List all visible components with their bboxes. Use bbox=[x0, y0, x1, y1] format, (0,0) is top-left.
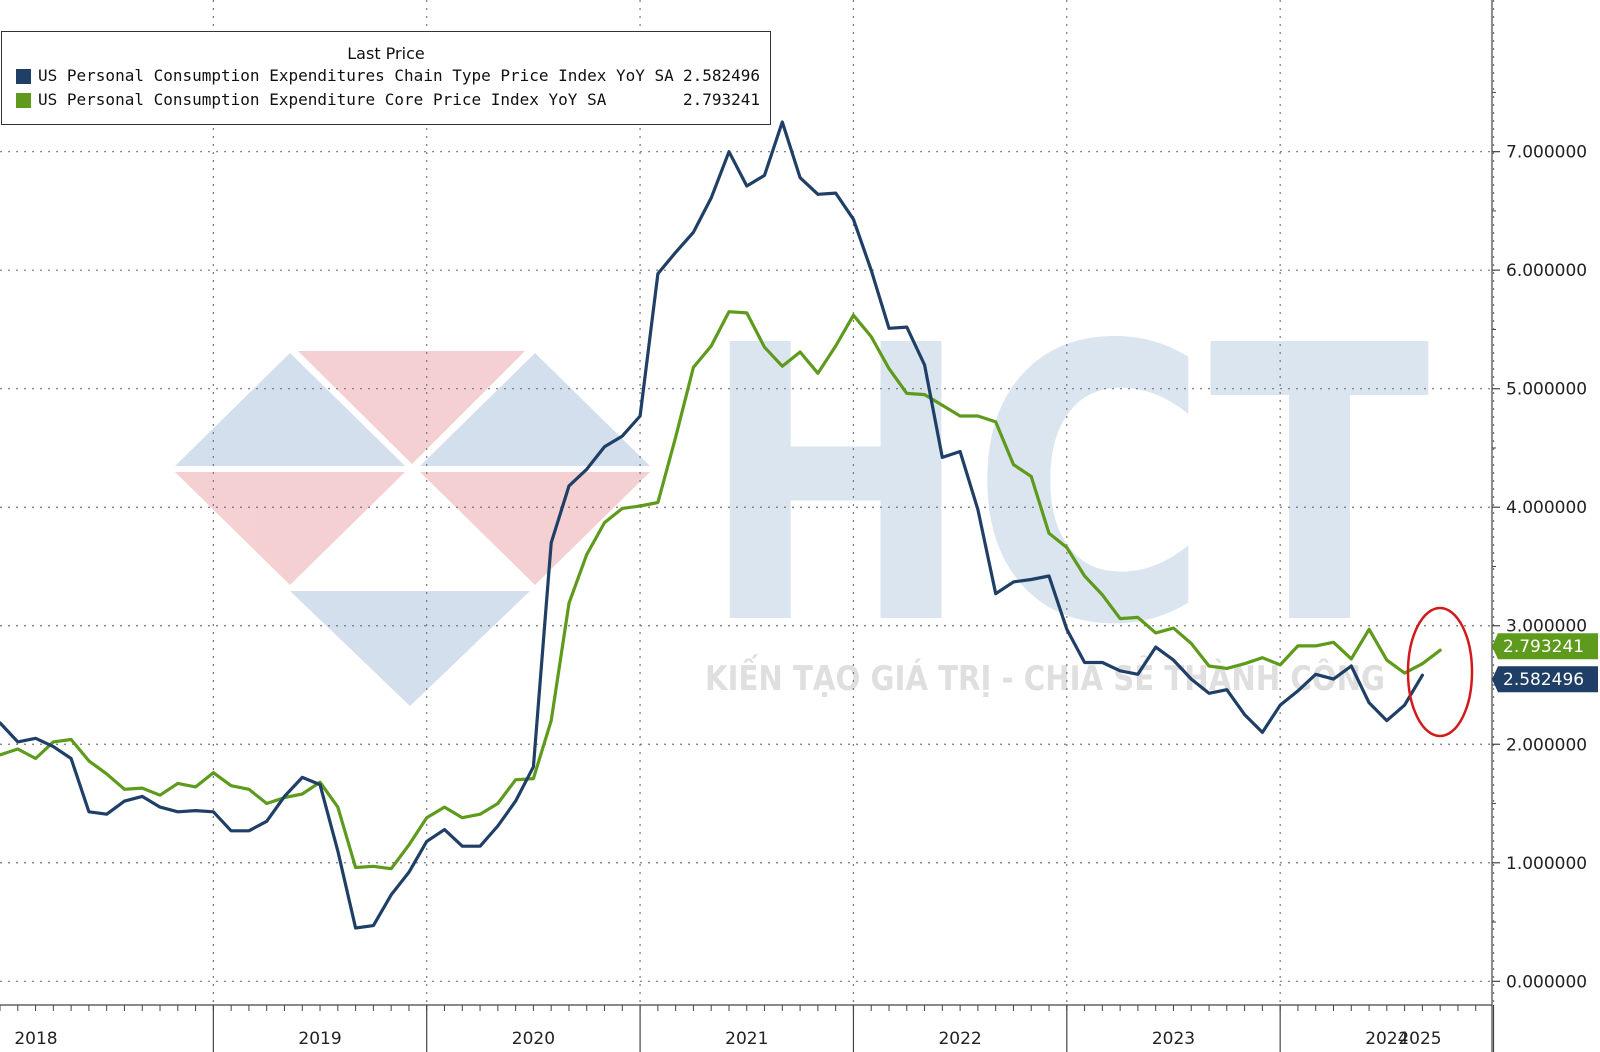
legend-value: 2.582496 bbox=[682, 66, 760, 85]
legend-value: 2.793241 bbox=[682, 90, 760, 109]
watermark-brand: HCT bbox=[700, 265, 1432, 708]
watermark-triangle bbox=[298, 351, 525, 464]
grid-lines bbox=[0, 0, 1495, 1005]
watermark-triangle bbox=[290, 591, 530, 706]
last-value-tag bbox=[1492, 633, 1598, 660]
y-tick-label: 2.000000 bbox=[1506, 735, 1587, 755]
last-value-tag bbox=[1492, 666, 1598, 693]
last-value-label: 2.793241 bbox=[1503, 637, 1584, 657]
watermark-triangle bbox=[420, 472, 650, 585]
y-tick-label: 5.000000 bbox=[1506, 380, 1587, 400]
legend-swatch bbox=[16, 93, 31, 108]
x-tick-label: 2024 bbox=[1365, 1029, 1408, 1049]
x-tick-label: 2021 bbox=[725, 1029, 768, 1049]
legend-label: US Personal Consumption Expenditure Core… bbox=[38, 90, 607, 109]
legend-swatch bbox=[16, 69, 31, 84]
x-tick-label: 2023 bbox=[1152, 1029, 1195, 1049]
last-value-label: 2.582496 bbox=[1503, 670, 1584, 690]
x-tick-label: 2020 bbox=[512, 1029, 555, 1049]
x-tick-label: 2018 bbox=[14, 1029, 57, 1049]
y-tick-label: 0.000000 bbox=[1506, 972, 1587, 992]
watermark-triangle bbox=[420, 353, 650, 466]
y-tick-label: 7.000000 bbox=[1506, 143, 1587, 163]
series-line bbox=[0, 120, 1425, 930]
legend-box: Last Price US Personal Consumption Expen… bbox=[1, 31, 771, 125]
y-tick-label: 4.000000 bbox=[1506, 498, 1587, 518]
last-value-labels: 2.582496 2.793241 bbox=[1492, 633, 1598, 693]
data-series bbox=[0, 120, 1442, 930]
y-tick-label: 6.000000 bbox=[1506, 261, 1587, 281]
legend-item-core-pce: US Personal Consumption Expenditure Core… bbox=[2, 88, 770, 112]
watermark-triangle bbox=[175, 472, 405, 585]
legend-label: US Personal Consumption Expenditures Cha… bbox=[38, 66, 674, 85]
legend-item-pce: US Personal Consumption Expenditures Cha… bbox=[2, 64, 770, 88]
series-line bbox=[0, 310, 1442, 871]
x-tick-label: 2025 bbox=[1398, 1029, 1441, 1049]
x-tick-label: 2022 bbox=[938, 1029, 981, 1049]
x-tick-label: 2019 bbox=[298, 1029, 341, 1049]
hct-watermark: HCT KIẾN TẠO GIÁ TRỊ - CHIA SẺ THÀNH CÔN… bbox=[175, 265, 1432, 708]
legend-title: Last Price bbox=[347, 44, 425, 63]
highlight-circle bbox=[1406, 606, 1474, 738]
y-axis: 0.000000 1.000000 2.000000 3.000000 4.000000… bbox=[1491, 0, 1587, 1052]
y-tick-label: 1.000000 bbox=[1506, 854, 1587, 874]
y-tick-label: 3.000000 bbox=[1506, 617, 1587, 637]
watermark-triangle bbox=[175, 353, 405, 466]
